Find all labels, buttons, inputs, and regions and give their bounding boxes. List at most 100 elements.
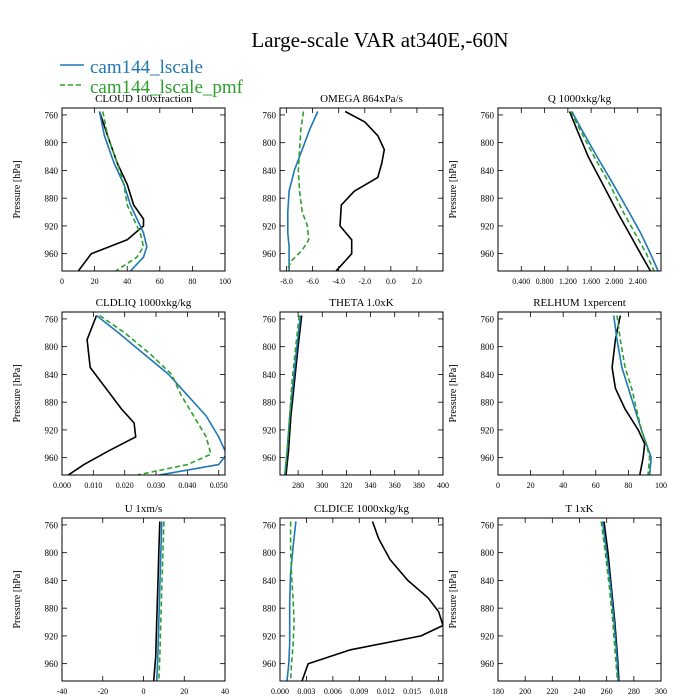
y-tick-label: 800 <box>45 138 59 148</box>
y-tick-label: 840 <box>45 166 59 176</box>
x-tick-label: 2.400 <box>629 277 647 286</box>
x-tick-label: -8.0 <box>280 277 293 286</box>
y-axis-label: Pressure [hPa] <box>12 570 23 628</box>
y-axis-label: Pressure [hPa] <box>12 160 23 218</box>
x-tick-label: 280 <box>292 481 304 490</box>
y-tick-label: 960 <box>45 453 59 463</box>
series-line-2 <box>616 315 651 475</box>
y-axis-label: Pressure [hPa] <box>448 160 459 218</box>
y-tick-label: 760 <box>481 110 495 120</box>
x-tick-label: 340 <box>365 481 377 490</box>
x-tick-label: 300 <box>316 481 328 490</box>
x-tick-label: 40 <box>221 687 229 696</box>
x-tick-label: 0.030 <box>147 481 165 490</box>
y-tick-label: 760 <box>481 314 495 324</box>
x-tick-label: 380 <box>413 481 425 490</box>
x-tick-label: 0.010 <box>84 481 102 490</box>
y-tick-label: 880 <box>263 398 277 408</box>
y-tick-label: 880 <box>45 398 59 408</box>
y-tick-label: 960 <box>481 659 495 669</box>
panel-frame <box>497 107 662 272</box>
x-tick-label: 0.800 <box>536 277 554 286</box>
y-tick-label: 760 <box>45 110 59 120</box>
x-tick-label: 180 <box>492 687 504 696</box>
x-tick-label: 1.200 <box>559 277 577 286</box>
x-tick-label: 2.000 <box>605 277 623 286</box>
y-tick-label: 840 <box>45 370 59 380</box>
x-tick-label: 1.600 <box>582 277 600 286</box>
y-tick-label: 920 <box>45 221 59 231</box>
y-tick-label: 800 <box>263 138 277 148</box>
y-tick-label: 880 <box>481 398 495 408</box>
series-line-0 <box>611 315 646 475</box>
y-tick-label: 880 <box>263 604 277 614</box>
x-tick-label: 100 <box>655 481 667 490</box>
series-line-0 <box>568 111 652 271</box>
x-tick-label: -6.0 <box>306 277 319 286</box>
y-tick-label: 840 <box>45 576 59 586</box>
panel-frame <box>497 311 662 476</box>
x-tick-label: 20 <box>91 277 99 286</box>
x-tick-label: 0.018 <box>430 687 448 696</box>
x-tick-label: 0.400 <box>512 277 530 286</box>
panel-frame <box>61 107 226 272</box>
panel-7: CLDICE 1000xkg/kg 760 800 840 880 920 960 0.000… <box>263 503 448 696</box>
panel-2: Q 1000xkg/kg Pressure [hPa] 760 800 840 880 92… <box>448 93 662 286</box>
x-tick-label: 360 <box>389 481 401 490</box>
y-tick-label: 800 <box>263 342 277 352</box>
x-tick-label: 0.000 <box>53 481 71 490</box>
panel-frame <box>61 517 226 682</box>
y-tick-label: 960 <box>263 659 277 669</box>
series-line-2 <box>284 315 301 475</box>
panel-title: CLDLIQ 1000xkg/kg <box>96 297 192 309</box>
y-tick-label: 920 <box>45 425 59 435</box>
series-line-2 <box>285 111 310 271</box>
y-axis-label: Pressure [hPa] <box>12 364 23 422</box>
x-tick-label: 0.009 <box>350 687 368 696</box>
x-tick-label: 0.040 <box>178 481 196 490</box>
x-tick-label: -4.0 <box>332 277 345 286</box>
y-tick-label: 840 <box>481 166 495 176</box>
x-tick-label: 0.015 <box>403 687 421 696</box>
x-tick-label: 40 <box>123 277 131 286</box>
y-tick-label: 840 <box>263 576 277 586</box>
y-tick-label: 920 <box>263 631 277 641</box>
x-tick-label: 0.012 <box>377 687 395 696</box>
y-tick-label: 800 <box>45 342 59 352</box>
y-tick-label: 840 <box>263 166 277 176</box>
y-tick-label: 800 <box>263 548 277 558</box>
x-tick-label: 80 <box>188 277 196 286</box>
y-tick-label: 840 <box>481 576 495 586</box>
series-line-2 <box>158 521 165 681</box>
panel-title: CLDICE 1000xkg/kg <box>314 503 410 515</box>
y-tick-label: 880 <box>45 194 59 204</box>
series-line-1 <box>96 314 225 475</box>
series-line-1 <box>286 521 297 681</box>
panel-1: OMEGA 864xPa/s 760 800 840 880 920 960 -8.0 -6.0… <box>263 93 444 286</box>
x-tick-label: 260 <box>601 687 613 696</box>
y-tick-label: 880 <box>481 194 495 204</box>
y-tick-label: 960 <box>45 659 59 669</box>
x-tick-label: 80 <box>624 481 632 490</box>
y-tick-label: 920 <box>481 221 495 231</box>
y-tick-label: 920 <box>45 631 59 641</box>
legend: cam144_lscale cam144_lscale_pmf <box>60 57 244 98</box>
panel-frame <box>61 311 226 476</box>
x-tick-label: 0.020 <box>116 481 134 490</box>
y-tick-label: 920 <box>481 631 495 641</box>
x-tick-label: 100 <box>219 277 231 286</box>
y-tick-label: 760 <box>263 520 277 530</box>
y-tick-label: 800 <box>481 138 495 148</box>
series-line-2 <box>570 111 655 271</box>
panel-frame <box>279 517 444 682</box>
series-line-1 <box>612 315 653 475</box>
series-line-1 <box>98 111 148 271</box>
panel-8: T 1xK Pressure [hPa] 760 800 840 880 920 960 180… <box>448 503 667 696</box>
y-axis-label: Pressure [hPa] <box>448 570 459 628</box>
series-line-0 <box>285 315 303 475</box>
y-axis-label: Pressure [hPa] <box>448 364 459 422</box>
panel-3: CLDLIQ 1000xkg/kg Pressure [hPa] 760 800 840… <box>12 297 228 490</box>
